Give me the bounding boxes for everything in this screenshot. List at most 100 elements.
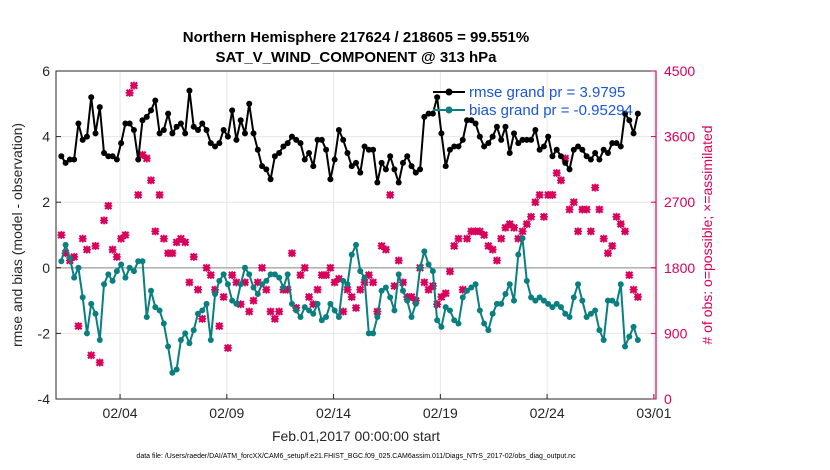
obs-possible-point xyxy=(429,282,437,290)
rmse-point xyxy=(609,140,616,147)
rmse-point xyxy=(353,159,359,166)
obs-possible-point xyxy=(318,271,326,279)
obs-possible-point xyxy=(570,198,577,206)
rmse-point xyxy=(472,120,479,127)
bias-point xyxy=(404,297,411,304)
bias-point xyxy=(75,264,82,271)
rmse-point xyxy=(408,163,415,170)
rmse-point xyxy=(613,140,620,147)
rmse-point xyxy=(557,153,564,160)
bias-point xyxy=(250,284,257,291)
bias-point xyxy=(148,287,155,294)
bias-point xyxy=(237,281,244,288)
obs-possible-point xyxy=(468,228,475,235)
bias-point xyxy=(489,310,496,317)
rmse-point xyxy=(229,107,236,114)
obs-count-series xyxy=(57,81,642,367)
bias-point xyxy=(301,304,308,311)
bias-point xyxy=(271,271,278,278)
bias-point xyxy=(71,274,78,281)
rmse-point xyxy=(374,179,381,186)
rmse-point xyxy=(425,110,432,117)
bias-point xyxy=(464,287,471,294)
y2-tick-label: 4500 xyxy=(664,63,695,79)
bias-point xyxy=(122,274,129,281)
bias-point xyxy=(536,294,543,301)
rmse-point xyxy=(391,166,398,173)
obs-possible-point xyxy=(164,250,172,257)
bias-point xyxy=(566,314,573,320)
x-axis-label: Feb.01,2017 00:00:00 start xyxy=(272,428,440,444)
bias-point xyxy=(370,330,377,337)
obs-possible-point xyxy=(216,322,223,330)
obs-possible-point xyxy=(613,213,620,220)
rmse-point xyxy=(75,120,82,127)
obs-possible-point xyxy=(314,286,321,293)
obs-possible-point xyxy=(566,206,573,213)
rmse-point xyxy=(284,140,291,147)
obs-possible-point xyxy=(117,235,125,242)
legend-label-bias: bias grand pr = -0.95294 xyxy=(469,102,633,119)
rmse-point xyxy=(600,146,607,153)
rmse-point xyxy=(92,130,99,137)
rmse-point xyxy=(186,87,193,94)
rmse-point xyxy=(88,94,95,101)
bias-point xyxy=(511,297,518,304)
bias-point xyxy=(165,343,172,350)
obs-possible-point xyxy=(135,191,142,199)
obs-possible-point xyxy=(386,191,394,199)
bias-point xyxy=(604,297,611,304)
obs-possible-point xyxy=(75,322,82,330)
bias-point xyxy=(318,317,325,324)
rmse-point xyxy=(335,127,342,134)
rmse-point xyxy=(630,130,637,137)
bias-point xyxy=(143,314,150,320)
bias-point xyxy=(459,294,466,301)
y-tick-label: 4 xyxy=(42,129,50,145)
rmse-point xyxy=(519,136,526,143)
obs-possible-point xyxy=(574,228,582,235)
obs-possible-point xyxy=(109,246,116,253)
bias-point xyxy=(617,281,624,288)
rmse-point xyxy=(532,127,539,134)
bias-point xyxy=(58,258,65,265)
obs-possible-point xyxy=(489,246,496,253)
obs-possible-point xyxy=(446,268,454,275)
rmse-point xyxy=(553,146,560,153)
rmse-point xyxy=(464,117,471,124)
bias-point xyxy=(79,294,86,301)
rmse-point xyxy=(502,123,509,130)
obs-possible-point xyxy=(493,257,501,264)
rmse-point xyxy=(622,110,629,117)
bias-point xyxy=(199,307,206,314)
bias-point xyxy=(391,307,398,314)
obs-possible-point xyxy=(92,242,99,250)
rmse-point xyxy=(327,176,334,183)
rmse-point xyxy=(583,153,590,160)
bias-point xyxy=(331,307,338,314)
rmse-point xyxy=(207,140,214,147)
rmse-point xyxy=(455,143,462,150)
obs-possible-point xyxy=(609,242,616,250)
bias-point xyxy=(353,241,359,248)
bias-point xyxy=(105,271,112,278)
rmse-point xyxy=(634,110,641,117)
rmse-point xyxy=(66,156,73,163)
obs-possible-point xyxy=(433,301,441,308)
obs-possible-point xyxy=(438,293,445,301)
obs-possible-point xyxy=(88,352,95,359)
bias-point xyxy=(493,300,500,307)
obs-possible-point xyxy=(194,286,202,293)
rmse-point xyxy=(271,153,278,160)
legend-label-rmse: rmse grand pr = 3.9795 xyxy=(469,84,625,101)
obs-possible-point xyxy=(100,217,108,224)
bias-point xyxy=(101,281,108,288)
y-tick-label: -2 xyxy=(38,325,51,341)
rmse-point xyxy=(399,159,406,166)
rmse-series xyxy=(58,87,641,186)
rmse-point xyxy=(199,120,206,127)
obs-possible-point xyxy=(160,235,168,242)
bias-point xyxy=(113,268,120,275)
bias-point xyxy=(468,284,475,291)
obs-possible-point xyxy=(600,235,607,242)
